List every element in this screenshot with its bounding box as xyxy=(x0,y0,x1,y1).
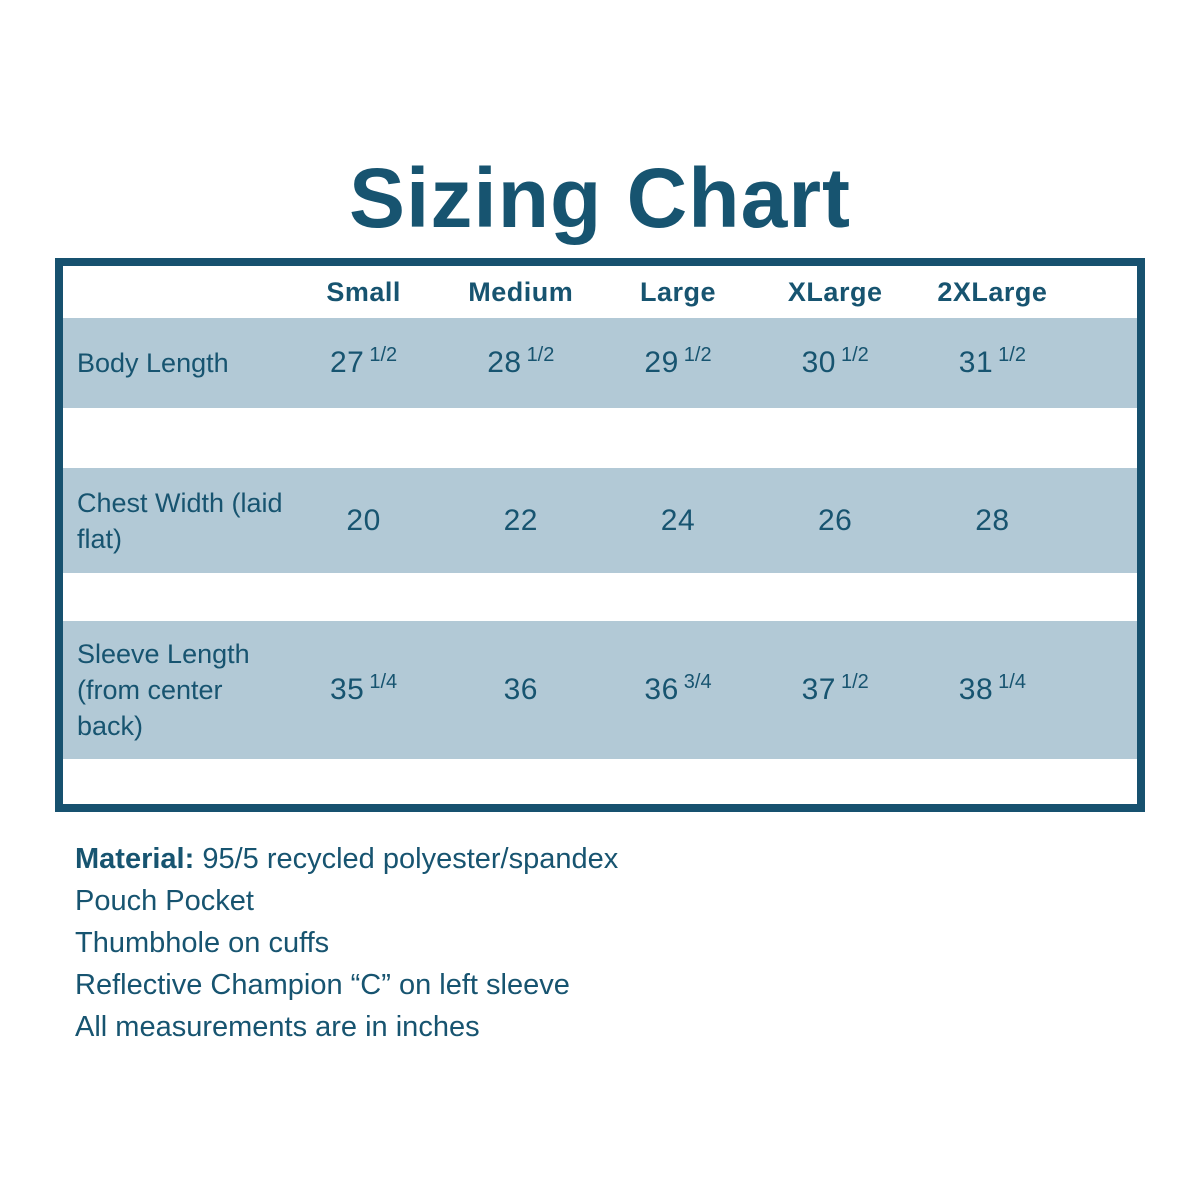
column-header-small: Small xyxy=(326,276,401,307)
size-value: 28 xyxy=(914,504,1071,538)
note-reflective-logo: Reflective Champion “C” on left sleeve xyxy=(75,969,570,1001)
table-header-row: Small Medium Large XLarge 2XLarge xyxy=(63,266,1137,318)
value-fraction: 1/2 xyxy=(369,344,398,366)
value-fraction: 1/2 xyxy=(840,671,869,693)
value-whole: 22 xyxy=(503,503,538,537)
note-material: Material: 95/5 recycled polyester/spande… xyxy=(75,838,618,880)
row-label-body-length: Body Length xyxy=(77,348,229,378)
size-value: 26 xyxy=(757,504,914,538)
size-value: 35 1/4 xyxy=(285,671,442,707)
table-row-body-length: Body Length 27 1/2 28 1/2 29 1/2 30 1/2 31 1/… xyxy=(63,318,1137,408)
column-header-xlarge: XLarge xyxy=(787,276,883,307)
value-whole: 26 xyxy=(818,503,853,537)
value-whole: 27 xyxy=(330,346,365,379)
value-whole: 36 xyxy=(644,673,679,706)
sizing-table: Small Medium Large XLarge 2XLarge Body L… xyxy=(55,258,1145,812)
row-gap xyxy=(63,573,1137,621)
value-fraction: 3/4 xyxy=(683,671,712,693)
value-whole: 35 xyxy=(330,673,365,706)
value-fraction: 1/2 xyxy=(526,344,555,366)
value-fraction: 1/2 xyxy=(840,344,869,366)
size-value: 38 1/4 xyxy=(914,671,1071,707)
notes-block: Material: 95/5 recycled polyester/spande… xyxy=(75,838,618,1048)
table-row-chest-width: Chest Width (laid flat) 20 22 24 26 28 xyxy=(63,468,1137,573)
value-whole: 24 xyxy=(660,503,696,537)
value-fraction: 1/2 xyxy=(683,344,712,366)
page-title: Sizing Chart xyxy=(348,151,851,245)
size-value: 20 xyxy=(285,504,442,538)
size-value: 36 3/4 xyxy=(599,671,756,707)
size-value: 27 1/2 xyxy=(285,344,442,380)
row-gap xyxy=(63,408,1137,468)
column-header-2xlarge: 2XLarge xyxy=(937,276,1048,307)
size-value: 22 xyxy=(442,504,599,538)
size-value: 37 1/2 xyxy=(757,671,914,707)
value-whole: 38 xyxy=(958,673,994,706)
row-gap xyxy=(63,759,1137,804)
size-value: 30 1/2 xyxy=(757,344,914,380)
value-whole: 37 xyxy=(801,673,836,706)
value-whole: 30 xyxy=(801,346,836,379)
note-material-value: 95/5 recycled polyester/spandex xyxy=(202,843,619,875)
row-label-sleeve-length: Sleeve Length (from center back) xyxy=(77,639,250,741)
value-fraction: 1/4 xyxy=(998,671,1026,693)
column-header-medium: Medium xyxy=(468,276,574,307)
value-whole: 28 xyxy=(975,503,1010,537)
note-pouch-pocket: Pouch Pocket xyxy=(75,885,254,917)
value-whole: 20 xyxy=(346,503,381,537)
note-material-label: Material: xyxy=(75,843,195,875)
note-thumbhole: Thumbhole on cuffs xyxy=(75,927,330,959)
size-value: 29 1/2 xyxy=(599,344,756,380)
size-value: 24 xyxy=(599,504,756,538)
size-value: 31 1/2 xyxy=(914,344,1071,380)
size-value: 28 1/2 xyxy=(442,344,599,380)
value-fraction: 1/2 xyxy=(998,344,1026,366)
size-value: 36 xyxy=(442,673,599,707)
value-whole: 29 xyxy=(644,346,679,379)
table-row-sleeve-length: Sleeve Length (from center back) 35 1/4 3… xyxy=(63,621,1137,759)
value-whole: 36 xyxy=(503,673,538,706)
row-label-chest-width: Chest Width (laid flat) xyxy=(77,487,283,554)
note-measurement-units: All measurements are in inches xyxy=(75,1011,480,1043)
value-whole: 28 xyxy=(487,346,522,379)
value-fraction: 1/4 xyxy=(369,671,398,693)
column-header-large: Large xyxy=(639,276,716,307)
value-whole: 31 xyxy=(958,346,994,379)
